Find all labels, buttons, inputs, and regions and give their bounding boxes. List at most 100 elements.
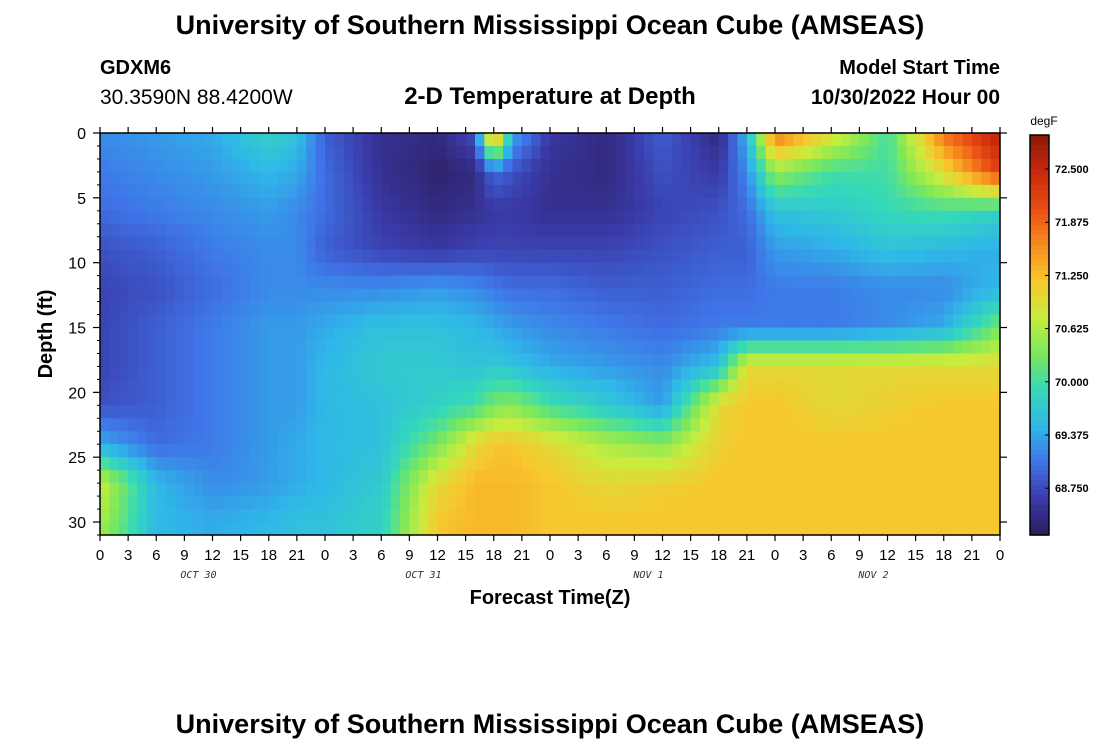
heatmap-cell	[850, 366, 860, 380]
heatmap-cell	[840, 262, 851, 277]
heatmap-cell	[746, 522, 757, 535]
heatmap-cell	[512, 483, 523, 497]
heatmap-cell	[643, 314, 654, 329]
heatmap-cell	[550, 249, 560, 264]
heatmap-cell	[803, 483, 814, 497]
heatmap-cell	[118, 145, 129, 160]
heatmap-cell	[915, 392, 926, 406]
heatmap-cell	[456, 327, 467, 342]
heatmap-cell	[934, 197, 945, 212]
heatmap-cell	[437, 522, 448, 535]
heatmap-cell	[671, 522, 682, 535]
heatmap-cell	[231, 457, 242, 471]
heatmap-cell	[521, 496, 532, 510]
heatmap-cell	[400, 133, 410, 147]
heatmap-cell	[606, 275, 617, 290]
heatmap-cell	[418, 327, 429, 342]
heatmap-cell	[456, 405, 467, 419]
station-id: GDXM6	[100, 57, 172, 79]
heatmap-cell	[709, 171, 720, 186]
heatmap-cell	[990, 392, 1000, 406]
heatmap-cell	[437, 288, 448, 303]
heatmap-cell	[334, 275, 345, 290]
heatmap-cell	[184, 340, 195, 355]
heatmap-cell	[803, 275, 814, 290]
heatmap-cell	[812, 236, 823, 251]
heatmap-cell	[118, 457, 129, 471]
heatmap-cell	[803, 223, 814, 238]
heatmap-cell	[465, 457, 476, 471]
heatmap-cell	[325, 340, 335, 355]
heatmap-cell	[934, 444, 945, 458]
heatmap-cell	[756, 133, 767, 147]
heatmap-cell	[550, 444, 560, 458]
heatmap-cell	[906, 444, 917, 458]
heatmap-cell	[287, 249, 298, 264]
heatmap-cell	[353, 431, 364, 445]
heatmap-cell	[990, 340, 1000, 355]
heatmap-cell	[643, 353, 654, 368]
heatmap-cell	[559, 288, 570, 303]
heatmap-cell	[184, 444, 195, 458]
heatmap-cell	[850, 392, 860, 406]
heatmap-cell	[540, 145, 551, 160]
heatmap-cell	[981, 210, 992, 225]
heatmap-cell	[456, 379, 467, 393]
heatmap-cell	[343, 483, 354, 497]
heatmap-cell	[128, 158, 139, 173]
heatmap-cell	[812, 353, 823, 368]
heatmap-cell	[803, 431, 814, 445]
heatmap-cell	[625, 171, 635, 186]
heatmap-cell	[559, 483, 570, 497]
heatmap-cell	[925, 314, 935, 329]
heatmap-cell	[765, 379, 776, 393]
heatmap-cell	[746, 379, 757, 393]
heatmap-cell	[118, 444, 129, 458]
heatmap-cell	[503, 133, 514, 147]
heatmap-cell	[634, 444, 645, 458]
heatmap-cell	[315, 197, 326, 212]
heatmap-cell	[550, 158, 560, 173]
heatmap-cell	[493, 171, 504, 186]
heatmap-cell	[240, 249, 251, 264]
x-tick-label: 21	[739, 547, 756, 564]
heatmap-cell	[896, 171, 907, 186]
heatmap-cell	[831, 236, 842, 251]
heatmap-cell	[306, 301, 317, 316]
heatmap-cell	[268, 314, 279, 329]
colorbar-swatch	[1030, 375, 1049, 381]
heatmap-cell	[821, 145, 832, 160]
heatmap-cell	[128, 288, 139, 303]
heatmap-cell	[606, 223, 617, 238]
heatmap-cell	[765, 509, 776, 523]
heatmap-cell	[193, 379, 204, 393]
heatmap-cell	[250, 483, 260, 497]
heatmap-cell	[268, 470, 279, 484]
heatmap-cell	[934, 457, 945, 471]
heatmap-cell	[568, 353, 579, 368]
heatmap-cell	[325, 470, 335, 484]
heatmap-cell	[596, 431, 607, 445]
heatmap-cell	[362, 301, 373, 316]
heatmap-cell	[512, 236, 523, 251]
heatmap-cell	[353, 314, 364, 329]
heatmap-cell	[221, 444, 232, 458]
colorbar-swatch	[1030, 275, 1049, 281]
heatmap-cell	[793, 353, 804, 368]
colorbar-swatch	[1030, 220, 1049, 226]
heatmap-cell	[221, 197, 232, 212]
heatmap-cell	[343, 249, 354, 264]
heatmap-cell	[793, 522, 804, 535]
heatmap-cell	[831, 366, 842, 380]
heatmap-cell	[156, 418, 167, 432]
heatmap-cell	[137, 210, 148, 225]
heatmap-cell	[962, 379, 973, 393]
heatmap-cell	[428, 470, 439, 484]
heatmap-cell	[896, 431, 907, 445]
heatmap-cell	[128, 145, 139, 160]
heatmap-cell	[728, 405, 739, 419]
colorbar-swatch	[1030, 430, 1049, 436]
heatmap-cell	[587, 184, 598, 199]
heatmap-cell	[718, 197, 729, 212]
heatmap-cell	[718, 483, 729, 497]
